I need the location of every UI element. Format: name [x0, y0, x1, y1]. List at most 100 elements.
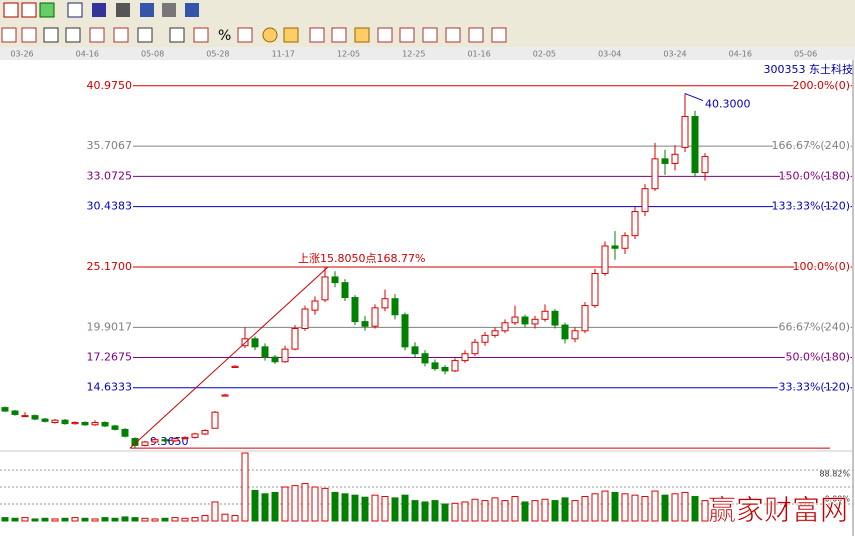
level-ratio: 33.33%(120)	[778, 381, 850, 394]
candle-body	[391, 298, 399, 316]
rise-annotation: 上涨15.8050点168.77%	[298, 252, 425, 265]
volume-bar	[671, 493, 679, 522]
date-label: 03-04	[598, 50, 621, 59]
level-price: 40.9750	[87, 79, 133, 92]
volume-bar	[41, 517, 49, 522]
volume-bar	[251, 489, 259, 522]
level-price: 33.0725	[87, 169, 133, 182]
volume-bar	[221, 513, 229, 522]
candle-body	[591, 272, 599, 307]
date-label: 03-26	[10, 50, 33, 59]
volume-bar	[311, 486, 319, 522]
candle-body	[301, 308, 309, 330]
volume-bar	[371, 494, 379, 522]
candle-body	[421, 353, 429, 364]
volume-bar	[51, 518, 59, 522]
volume-bar	[481, 500, 489, 522]
watermark: 赢家财富网	[708, 494, 848, 527]
volume-bar	[271, 491, 279, 522]
volume-bar	[661, 494, 669, 522]
candle-body	[621, 235, 629, 249]
candle-body	[321, 276, 329, 301]
candle-body	[521, 316, 529, 325]
volume-bar	[611, 491, 619, 522]
candle-body	[161, 439, 169, 442]
candle-body	[311, 300, 319, 311]
candle-body	[471, 341, 479, 355]
volume-bar	[561, 497, 569, 522]
volume-bar	[621, 493, 629, 522]
candle-body	[531, 318, 539, 325]
candle-body	[581, 305, 589, 332]
volume-bar	[191, 517, 199, 522]
candle-body	[601, 245, 609, 274]
volume-bar	[601, 490, 609, 522]
candle-body	[691, 115, 699, 174]
candle-body	[121, 428, 129, 437]
volume-bar	[31, 518, 39, 522]
volume-bar	[351, 494, 359, 522]
candle-body	[371, 307, 379, 327]
date-label: 11-17	[272, 50, 295, 59]
candle-body	[131, 438, 139, 446]
level-price: 17.2675	[87, 351, 133, 364]
volume-bar	[421, 501, 429, 522]
volume-bar	[511, 496, 519, 522]
volume-bar	[581, 496, 589, 522]
candle-body	[541, 310, 549, 320]
candle-body	[151, 439, 159, 443]
candle-body	[701, 156, 709, 174]
level-price: 25.1700	[87, 260, 133, 273]
volume-bar	[701, 500, 709, 522]
candle-body	[31, 415, 39, 420]
candle-body	[221, 394, 229, 397]
level-price: 19.9017	[87, 320, 133, 333]
volume-bar	[641, 496, 649, 522]
volume-bar	[531, 500, 539, 522]
volume-bar	[401, 494, 409, 522]
high-annotation: 40.3000	[705, 98, 751, 111]
volume-bar	[301, 483, 309, 522]
candle-body	[141, 441, 149, 446]
volume-bar	[211, 501, 219, 522]
volume-bar	[631, 494, 639, 522]
base-label: 9.3650	[150, 435, 189, 448]
volume-bar	[231, 515, 239, 522]
volume-bar	[1, 517, 9, 522]
volume-bar	[491, 497, 499, 522]
candle-body	[1, 407, 9, 412]
stock-label: 300353 东土科技	[764, 62, 854, 76]
volume-bar	[651, 490, 659, 522]
candle-body	[71, 421, 79, 425]
candle-body	[671, 153, 679, 164]
candle-body	[171, 438, 179, 442]
candle-body	[551, 310, 559, 326]
trend-line	[129, 266, 329, 449]
volume-bar	[141, 517, 149, 522]
volume-bar	[341, 493, 349, 522]
candle-body	[451, 360, 459, 372]
candle-body	[181, 436, 189, 440]
date-label: 04-16	[76, 50, 99, 59]
candle-body	[251, 338, 259, 348]
volume-bar	[111, 517, 119, 522]
candle-body	[281, 348, 289, 363]
volume-bar	[241, 452, 249, 522]
candle-body	[511, 316, 519, 324]
volume-bar	[501, 500, 509, 522]
candle-body	[271, 356, 279, 363]
date-label: 12-25	[402, 50, 425, 59]
volume-bar	[201, 515, 209, 522]
date-label: 03-24	[663, 50, 686, 59]
level-ratio: 166.67%(240)	[771, 139, 850, 152]
volume-bar	[441, 503, 449, 522]
candle-body	[681, 115, 689, 148]
volume-bar	[171, 517, 179, 522]
candle-body	[111, 425, 119, 430]
volume-bar	[151, 518, 159, 522]
volume-bar	[281, 486, 289, 522]
candle-body	[91, 421, 99, 426]
volume-bar	[91, 518, 99, 522]
candle-body	[41, 418, 49, 422]
candle-body	[411, 346, 419, 355]
